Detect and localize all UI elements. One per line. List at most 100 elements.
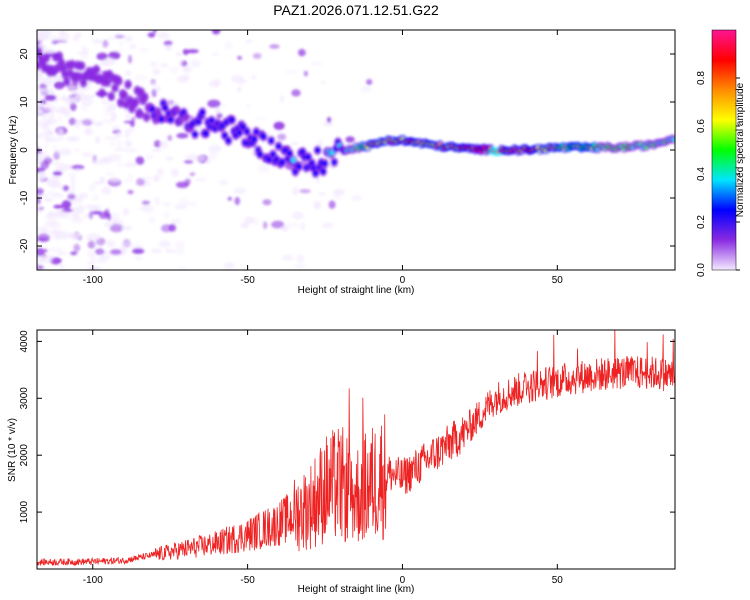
- spectrogram-ridge-core: [268, 137, 274, 144]
- spectrogram-noise-blob: [130, 120, 135, 128]
- spectrogram-noise-blob: [67, 83, 79, 92]
- spectrogram-noise-blob: [299, 189, 311, 194]
- spectrogram-noise-blob: [58, 148, 72, 156]
- spectrogram-noise-blob: [115, 131, 123, 138]
- spectrogram-noise-blob: [119, 41, 124, 47]
- spectrogram-y-tick-label: 10: [19, 96, 30, 108]
- colorbar-tick-label: 0.6: [696, 119, 707, 133]
- spectrogram-noise-blob: [43, 142, 49, 148]
- spectrogram-noise-blob: [87, 265, 100, 270]
- spectrogram-noise-blob: [103, 57, 116, 66]
- spectrogram-noise-blob: [273, 121, 285, 130]
- spectrogram-noise-blob: [86, 250, 96, 257]
- spectrogram-noise-blob: [189, 59, 201, 68]
- spectrogram-noise-blob: [123, 207, 129, 216]
- spectrogram-ridge-core: [108, 93, 114, 100]
- spectrogram-noise-blob: [145, 153, 154, 160]
- spectrogram-noise-blob: [138, 47, 150, 53]
- spectrogram-noise-blob: [73, 243, 81, 252]
- spectrogram-ridge-core: [105, 79, 111, 86]
- spectrogram-noise-blob: [93, 181, 102, 185]
- spectrogram-noise-blob: [177, 265, 187, 270]
- spectrogram-ridge-core: [315, 147, 321, 153]
- spectrogram-noise-blob: [132, 248, 145, 255]
- spectrogram-noise-blob: [322, 121, 334, 127]
- spectrogram-ridge-core: [199, 109, 205, 115]
- spectrogram-noise-blob: [48, 247, 59, 252]
- spectrogram-noise-blob: [135, 156, 145, 165]
- spectrogram-noise-blob: [101, 186, 112, 195]
- spectrogram-noise-blob: [185, 201, 199, 207]
- snr-y-tick-label: 4000: [19, 330, 30, 353]
- spectrogram-noise-blob: [68, 117, 76, 126]
- spectrogram-noise-blob: [59, 210, 67, 219]
- spectrogram-noise-blob: [148, 216, 156, 223]
- spectrogram-noise-blob: [125, 140, 132, 147]
- colorbar-tick-label: 0.0: [696, 263, 707, 277]
- spectrogram-ridge-core: [116, 78, 122, 84]
- spectrogram-noise-blob: [128, 173, 134, 183]
- spectrogram-noise-blob: [40, 160, 49, 170]
- spectrogram-ridge-core: [173, 107, 179, 113]
- spectrogram-x-axis-label: Height of straight line (km): [298, 285, 415, 296]
- spectrogram-noise-blob: [53, 145, 59, 153]
- spectrogram-noise-blob: [113, 48, 124, 53]
- spectrogram-noise-blob: [53, 151, 60, 161]
- colorbar: 0.0 0.2 0.4 0.6 0.8 Normalized spectral ampl…: [696, 29, 746, 277]
- spectrogram-noise-blob: [237, 56, 243, 60]
- spectrogram-noise-blob: [91, 205, 103, 210]
- spectrogram-noise-blob: [125, 69, 132, 77]
- spectrogram-noise-blob: [233, 188, 246, 194]
- spectrogram-ridge-core: [162, 105, 168, 111]
- spectrogram-noise-blob: [283, 70, 297, 74]
- spectrogram-noise-blob: [155, 196, 160, 206]
- spectrogram-noise-blob: [98, 256, 109, 262]
- spectrogram-ridge-core: [118, 99, 124, 106]
- spectrogram-noise-blob: [163, 202, 172, 206]
- spectrogram-noise-blob: [168, 223, 177, 232]
- spectrogram-noise-blob: [227, 196, 232, 201]
- spectrogram-noise-blob: [208, 80, 220, 88]
- spectrogram-noise-blob: [296, 254, 305, 263]
- snr-y-tick-label: 1000: [19, 501, 30, 524]
- spectrogram-noise-blob: [110, 112, 117, 122]
- snr-x-tick-label: -100: [83, 575, 103, 586]
- spectrogram-noise-blob: [37, 30, 47, 35]
- spectrogram-noise-blob: [163, 40, 173, 46]
- spectrogram-noise-blob: [72, 212, 80, 220]
- spectrogram-noise-blob: [174, 240, 185, 250]
- spectrogram-noise-blob: [285, 222, 300, 228]
- spectrogram-noise-blob: [49, 110, 55, 119]
- spectrogram-noise-blob: [281, 254, 294, 261]
- spectrogram-noise-blob: [54, 39, 68, 43]
- colorbar-tick-label: 0.2: [696, 215, 707, 229]
- spectrogram-noise-blob: [105, 172, 115, 176]
- spectrogram-noise-blob: [176, 132, 189, 139]
- spectrogram-noise-blob: [37, 255, 47, 262]
- spectrogram-noise-blob: [236, 86, 242, 93]
- spectrogram-noise-blob: [333, 188, 345, 196]
- spectrogram-noise-blob: [366, 79, 373, 86]
- spectrogram-noise-blob: [208, 151, 218, 161]
- spectrogram-noise-blob: [155, 85, 161, 93]
- spectrogram-noise-blob: [114, 147, 126, 152]
- spectrogram-noise-blob: [100, 177, 106, 185]
- spectrogram-noise-blob: [48, 211, 53, 217]
- spectrogram-noise-blob: [74, 94, 86, 101]
- spectrogram-noise-blob: [94, 248, 105, 255]
- spectrogram-ridge-core: [121, 92, 127, 99]
- spectrogram-noise-blob: [68, 232, 81, 240]
- spectrogram-noise-blob: [136, 178, 145, 186]
- snr-x-tick-label: -50: [240, 575, 255, 586]
- spectrogram-noise-blob: [81, 151, 94, 158]
- spectrogram-noise-blob: [68, 171, 77, 180]
- spectrogram-noise-blob: [300, 222, 306, 231]
- spectrogram-noise-blob: [51, 193, 65, 199]
- spectrogram-noise-blob: [124, 162, 138, 167]
- spectrogram-noise-blob: [141, 175, 153, 181]
- spectrogram-noise-blob: [57, 30, 68, 37]
- spectrogram-ridge-core: [203, 130, 209, 137]
- spectrogram-noise-blob: [79, 192, 89, 199]
- spectrogram-noise-blob: [277, 133, 287, 141]
